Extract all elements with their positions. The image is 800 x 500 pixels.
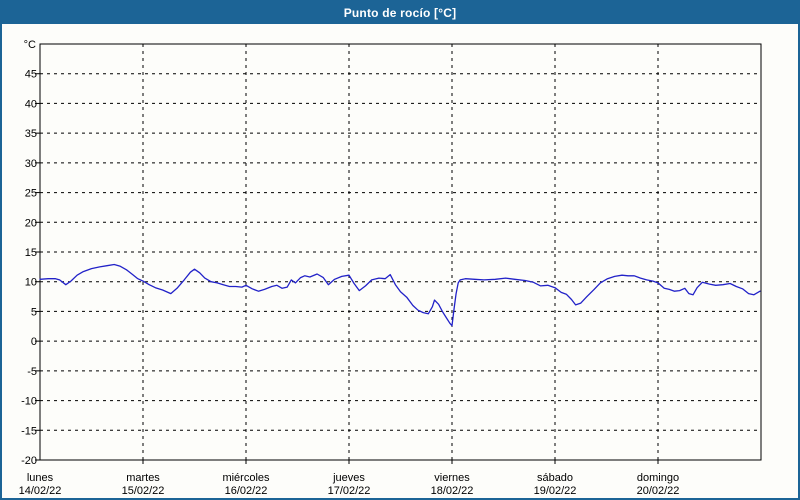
y-tick-label: 20 bbox=[25, 217, 37, 229]
y-tick-label: 30 bbox=[25, 158, 37, 170]
y-axis-unit-label: °C bbox=[24, 39, 36, 51]
x-date-label: 19/02/22 bbox=[534, 485, 577, 497]
x-day-label: martes bbox=[126, 472, 160, 484]
chart-titlebar: Punto de rocío [°C] bbox=[2, 2, 798, 24]
plot-border bbox=[39, 43, 762, 461]
y-tick-label: 25 bbox=[25, 188, 37, 200]
y-tick-label: 40 bbox=[25, 98, 37, 110]
y-tick-label: -20 bbox=[21, 455, 37, 467]
x-day-label: sábado bbox=[537, 472, 573, 484]
chart-title: Punto de rocío [°C] bbox=[343, 6, 457, 20]
x-date-label: 18/02/22 bbox=[431, 485, 474, 497]
x-day-label: miércoles bbox=[222, 472, 270, 484]
x-date-label: 15/02/22 bbox=[122, 485, 165, 497]
y-tick-label: 5 bbox=[31, 306, 37, 318]
y-tick-label: 35 bbox=[25, 128, 37, 140]
y-tick-label: 45 bbox=[25, 69, 37, 81]
x-day-label: domingo bbox=[637, 472, 679, 484]
y-tick-label: 0 bbox=[31, 336, 37, 348]
x-day-label: lunes bbox=[27, 472, 54, 484]
x-date-label: 17/02/22 bbox=[328, 485, 371, 497]
y-tick-label: 10 bbox=[25, 277, 37, 289]
x-date-label: 16/02/22 bbox=[225, 485, 268, 497]
y-tick-label: -10 bbox=[21, 396, 37, 408]
x-date-label: 20/02/22 bbox=[637, 485, 680, 497]
y-tick-label: -15 bbox=[21, 425, 37, 437]
x-day-label: viernes bbox=[434, 472, 470, 484]
chart-area: 45 40 35 30 25 20 15 10 5 0 -5 -10 -15 -20 °C lunes 14/0… bbox=[2, 24, 798, 498]
y-tick-label: -5 bbox=[27, 366, 37, 378]
y-tick-label: 15 bbox=[25, 247, 37, 259]
dew-point-line-chart: 45 40 35 30 25 20 15 10 5 0 -5 -10 -15 -20 °C lunes14/0… bbox=[19, 39, 762, 497]
x-date-label: 14/02/22 bbox=[19, 485, 62, 497]
x-day-label: jueves bbox=[332, 472, 365, 484]
dew-point-series-line bbox=[39, 263, 761, 327]
